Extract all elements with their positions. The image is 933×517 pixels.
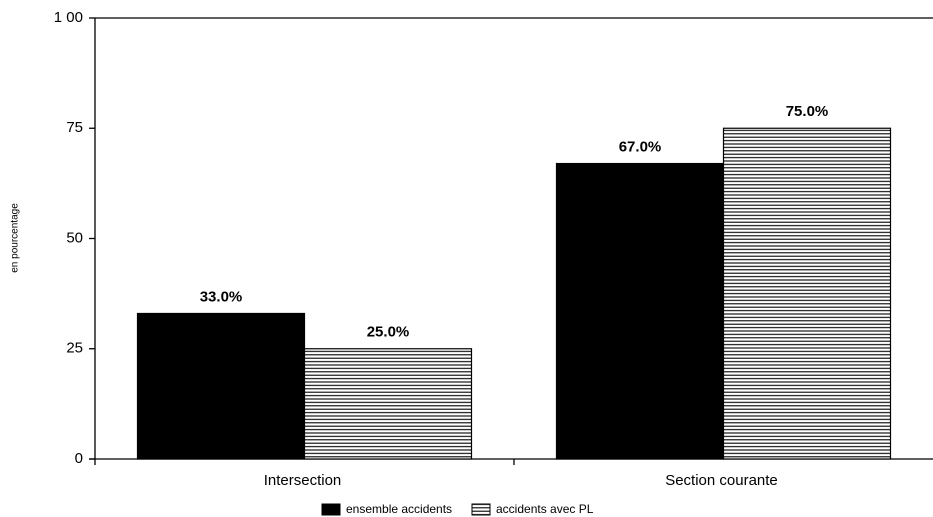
data-label: 25.0% [367, 324, 410, 341]
data-label: 33.0% [200, 288, 243, 305]
y-axis-label: en pourcentage [10, 203, 21, 273]
legend-label: ensemble accidents [346, 502, 452, 516]
data-label: 75.0% [786, 103, 829, 120]
bar [722, 127, 892, 460]
y-tick-label: 50 [66, 229, 83, 246]
y-tick-label: 0 [75, 450, 83, 467]
bar [555, 162, 725, 460]
bar [303, 348, 473, 460]
data-label: 67.0% [619, 138, 662, 155]
legend-swatch [321, 503, 341, 516]
x-tick-label: Section courante [665, 472, 778, 489]
y-tick-label: 1 00 [54, 9, 83, 26]
legend-swatch [471, 503, 491, 516]
bar [136, 312, 306, 460]
x-tick-label: Intersection [264, 472, 342, 489]
y-tick-label: 75 [66, 119, 83, 136]
y-tick-label: 25 [66, 340, 83, 357]
legend-label: accidents avec PL [496, 502, 594, 516]
